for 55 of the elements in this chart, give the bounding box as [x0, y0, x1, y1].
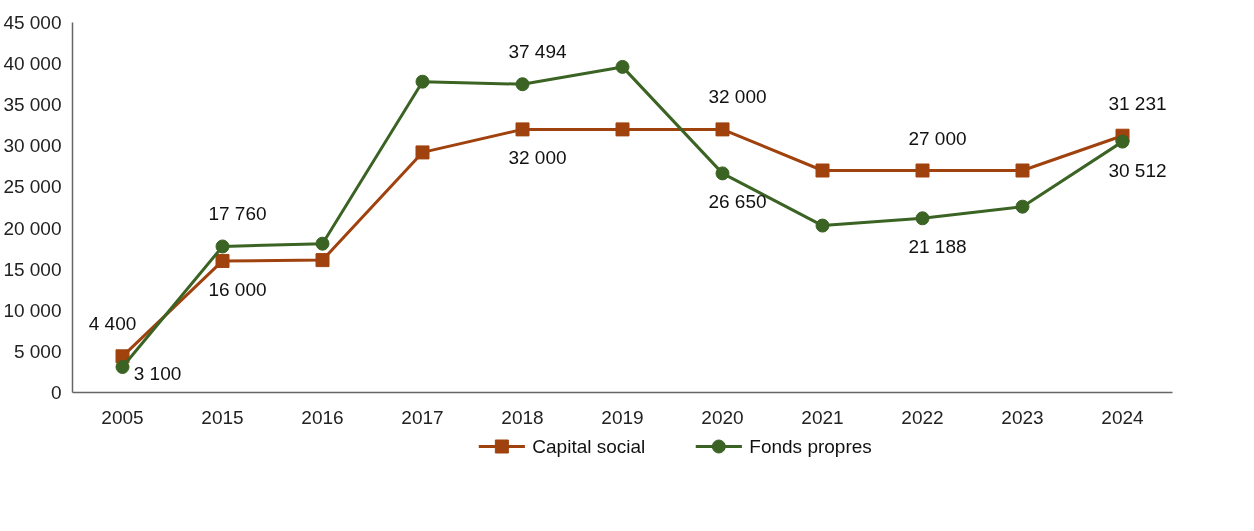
data-label: 31 231 — [1108, 92, 1167, 114]
data-label: 4 400 — [88, 313, 137, 335]
point — [715, 166, 730, 181]
data-label: 17 760 — [208, 203, 267, 225]
x-tick-label: 2023 — [1001, 406, 1044, 428]
data-label: 30 512 — [1108, 159, 1167, 181]
data-label: 3 100 — [133, 363, 182, 385]
point — [615, 59, 630, 74]
y-tick-label: 5 000 — [13, 340, 62, 362]
point — [315, 253, 330, 268]
x-tick-label: 2019 — [601, 406, 644, 428]
y-tick-label: 10 000 — [3, 299, 62, 321]
y-tick-label: 45 000 — [3, 12, 62, 33]
y-tick-label: 0 — [50, 382, 62, 403]
y-tick-label: 25 000 — [3, 176, 62, 198]
point — [615, 122, 630, 137]
point — [1115, 134, 1130, 149]
x-tick-label: 2017 — [401, 406, 444, 428]
data-label: 21 188 — [908, 236, 967, 258]
point — [815, 163, 830, 178]
y-tick-label: 40 000 — [3, 53, 62, 75]
point — [415, 145, 430, 160]
point — [1015, 163, 1030, 178]
point — [1015, 199, 1030, 214]
data-label: 16 000 — [208, 278, 267, 300]
data-label: 32 000 — [708, 86, 767, 108]
point — [215, 253, 230, 268]
point — [815, 218, 830, 233]
data-label: 27 000 — [908, 127, 967, 149]
x-tick-label: 2021 — [801, 406, 844, 428]
point — [515, 122, 530, 137]
x-tick-label: 2015 — [201, 406, 244, 428]
x-tick-label: 2018 — [501, 406, 544, 428]
data-label: 26 650 — [708, 191, 767, 213]
x-tick-label: 2020 — [701, 406, 744, 428]
point — [315, 236, 330, 251]
point — [415, 74, 430, 89]
point — [115, 360, 130, 374]
x-tick-label: 2022 — [901, 406, 944, 428]
y-tick-label: 20 000 — [3, 217, 62, 239]
point — [715, 122, 730, 137]
legend-label: Fonds propres — [749, 436, 872, 457]
point — [915, 211, 930, 226]
x-tick-label: 2005 — [101, 406, 144, 428]
x-tick-label: 2024 — [1101, 406, 1145, 428]
y-tick-label: 30 000 — [3, 135, 62, 157]
point — [215, 239, 230, 254]
y-tick-label: 15 000 — [3, 258, 62, 280]
x-tick-label: 2016 — [301, 406, 344, 428]
point — [515, 77, 530, 92]
data-label: 37 494 — [508, 41, 567, 63]
y-tick-label: 35 000 — [3, 94, 62, 116]
data-label: 32 000 — [508, 147, 567, 169]
point — [915, 163, 930, 178]
legend-label: Capital social — [532, 436, 646, 457]
